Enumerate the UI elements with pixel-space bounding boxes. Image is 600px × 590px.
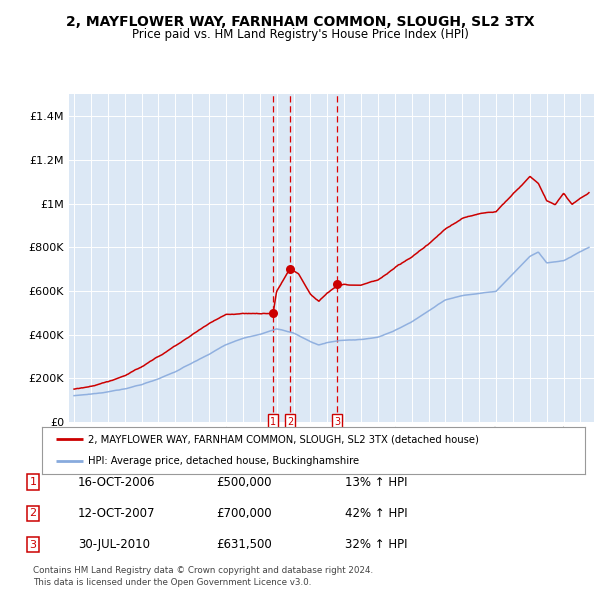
Text: 13% ↑ HPI: 13% ↑ HPI	[345, 476, 407, 489]
Text: 2: 2	[29, 509, 37, 518]
Text: HPI: Average price, detached house, Buckinghamshire: HPI: Average price, detached house, Buck…	[88, 456, 359, 466]
Text: 12-OCT-2007: 12-OCT-2007	[78, 507, 155, 520]
Text: £700,000: £700,000	[216, 507, 272, 520]
Text: £500,000: £500,000	[216, 476, 271, 489]
Text: Contains HM Land Registry data © Crown copyright and database right 2024.
This d: Contains HM Land Registry data © Crown c…	[33, 566, 373, 587]
Text: 1: 1	[270, 417, 276, 427]
Text: 2: 2	[287, 417, 293, 427]
Text: 2, MAYFLOWER WAY, FARNHAM COMMON, SLOUGH, SL2 3TX: 2, MAYFLOWER WAY, FARNHAM COMMON, SLOUGH…	[65, 15, 535, 30]
Text: 32% ↑ HPI: 32% ↑ HPI	[345, 538, 407, 551]
Text: 3: 3	[334, 417, 340, 427]
Text: £631,500: £631,500	[216, 538, 272, 551]
Text: 3: 3	[29, 540, 37, 549]
Text: 30-JUL-2010: 30-JUL-2010	[78, 538, 150, 551]
Text: Price paid vs. HM Land Registry's House Price Index (HPI): Price paid vs. HM Land Registry's House …	[131, 28, 469, 41]
Text: 1: 1	[29, 477, 37, 487]
Text: 16-OCT-2006: 16-OCT-2006	[78, 476, 155, 489]
Text: 2, MAYFLOWER WAY, FARNHAM COMMON, SLOUGH, SL2 3TX (detached house): 2, MAYFLOWER WAY, FARNHAM COMMON, SLOUGH…	[88, 434, 479, 444]
Text: 42% ↑ HPI: 42% ↑ HPI	[345, 507, 407, 520]
